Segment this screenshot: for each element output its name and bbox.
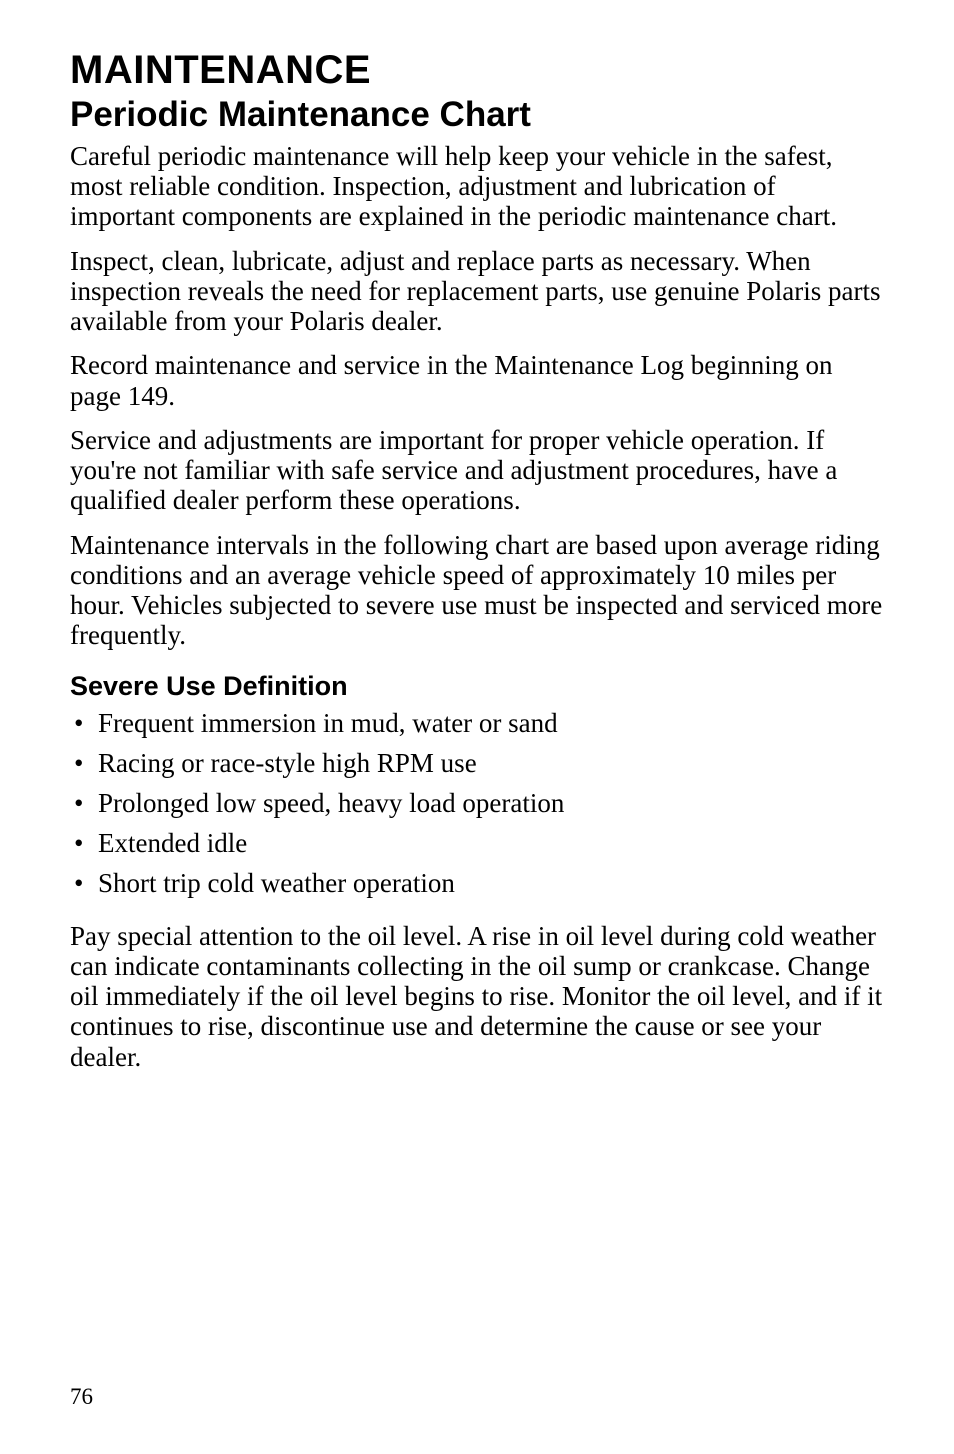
body-paragraph: Record maintenance and service in the Ma…	[70, 350, 884, 410]
body-paragraph: Service and adjustments are important fo…	[70, 425, 884, 516]
body-paragraph: Pay special attention to the oil level. …	[70, 921, 884, 1072]
document-page: MAINTENANCE Periodic Maintenance Chart C…	[0, 0, 954, 1454]
page-number: 76	[70, 1384, 884, 1414]
list-item: Prolonged low speed, heavy load operatio…	[70, 788, 884, 818]
page-subtitle: Periodic Maintenance Chart	[70, 95, 884, 135]
list-item: Extended idle	[70, 828, 884, 858]
list-item: Frequent immersion in mud, water or sand	[70, 708, 884, 738]
section-heading-severe-use: Severe Use Definition	[70, 671, 884, 702]
severe-use-list: Frequent immersion in mud, water or sand…	[70, 708, 884, 909]
body-paragraph: Maintenance intervals in the following c…	[70, 530, 884, 651]
body-paragraph: Inspect, clean, lubricate, adjust and re…	[70, 246, 884, 337]
list-item: Short trip cold weather operation	[70, 868, 884, 898]
page-title: MAINTENANCE	[70, 48, 884, 93]
list-item: Racing or race-style high RPM use	[70, 748, 884, 778]
body-paragraph: Careful periodic maintenance will help k…	[70, 141, 884, 232]
